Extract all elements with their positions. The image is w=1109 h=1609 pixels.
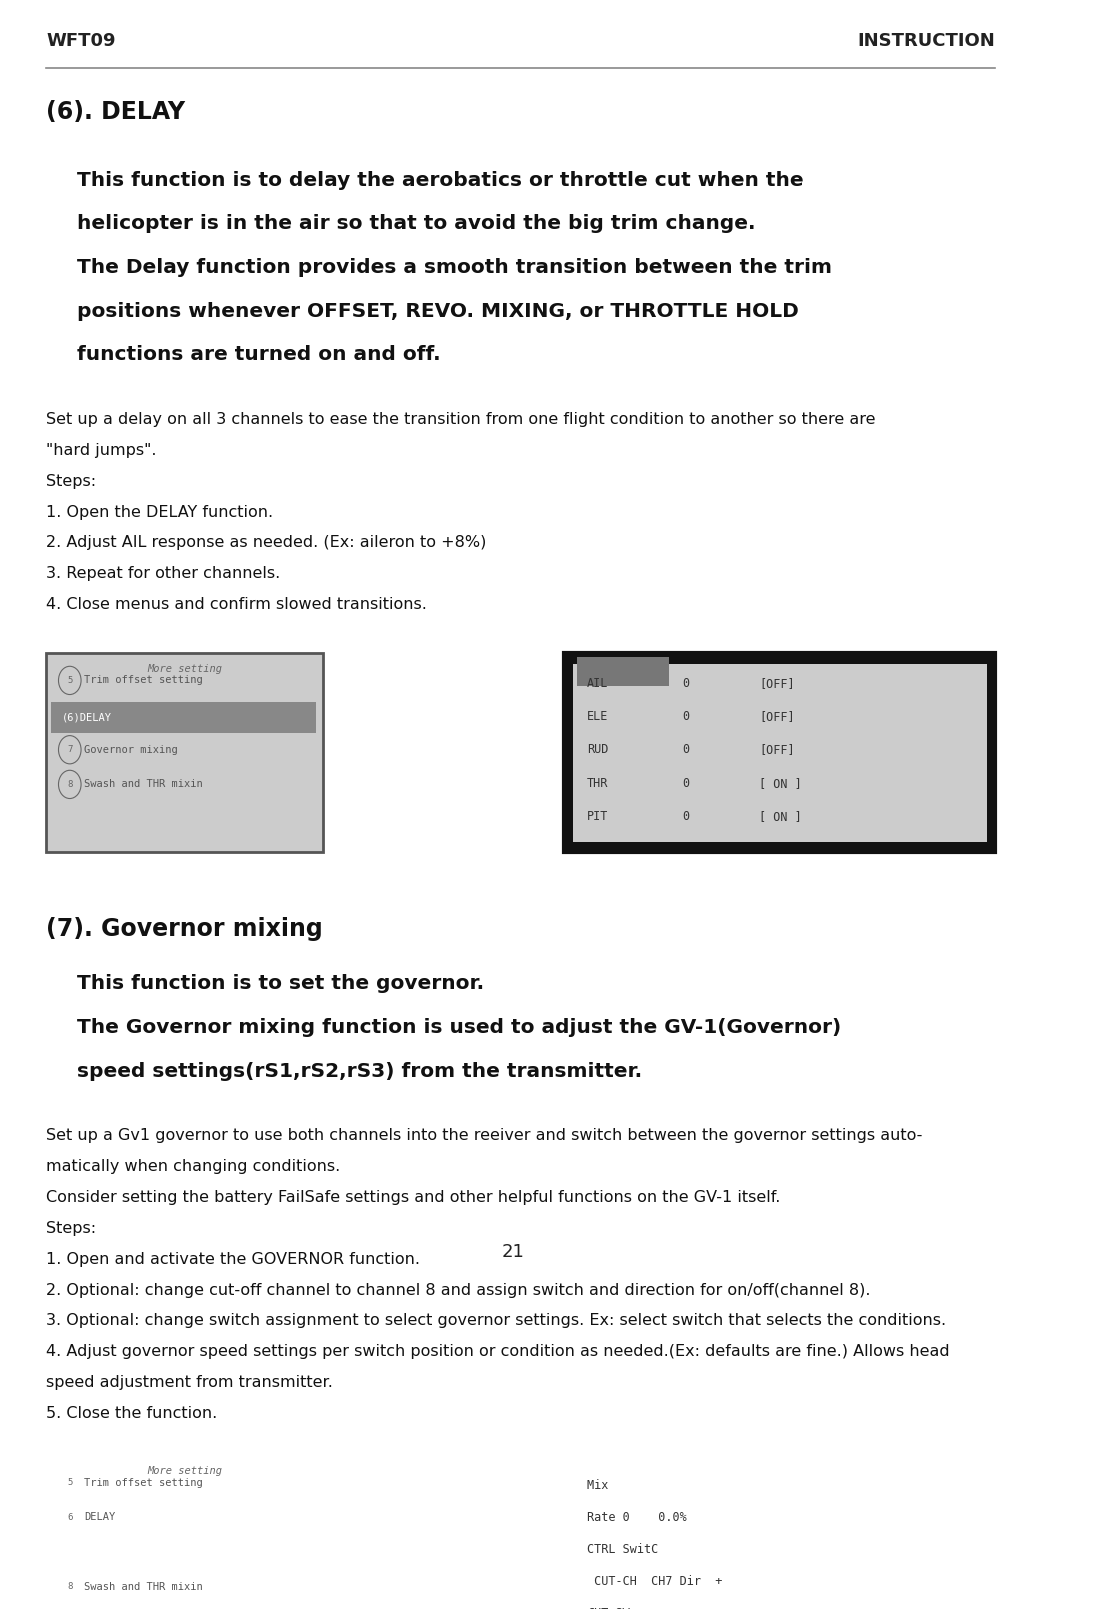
Text: Trim offset setting: Trim offset setting bbox=[84, 676, 203, 685]
Text: OFF: OFF bbox=[679, 1479, 700, 1492]
Text: functions are turned on and off.: functions are turned on and off. bbox=[77, 346, 440, 364]
Text: Steps:: Steps: bbox=[47, 1221, 96, 1236]
Text: 3. Optional: change switch assignment to select governor settings. Ex: select sw: 3. Optional: change switch assignment to… bbox=[47, 1313, 946, 1329]
FancyBboxPatch shape bbox=[564, 1456, 996, 1609]
Text: (7). Governor mixing: (7). Governor mixing bbox=[47, 917, 323, 941]
Text: Trim offset setting: Trim offset setting bbox=[84, 1477, 203, 1488]
Text: More setting: More setting bbox=[147, 1466, 222, 1475]
Text: PIT: PIT bbox=[587, 809, 609, 824]
FancyBboxPatch shape bbox=[564, 653, 996, 853]
Text: 7: 7 bbox=[67, 745, 72, 755]
Text: Set up a delay on all 3 channels to ease the transition from one flight conditio: Set up a delay on all 3 channels to ease… bbox=[47, 412, 876, 426]
Text: ELE: ELE bbox=[587, 710, 609, 722]
Text: 0: 0 bbox=[682, 710, 690, 722]
Text: Set up a Gv1 governor to use both channels into the reeiver and switch between t: Set up a Gv1 governor to use both channe… bbox=[47, 1128, 923, 1144]
Text: 4. Adjust governor speed settings per switch position or condition as needed.(Ex: 4. Adjust governor speed settings per sw… bbox=[47, 1344, 949, 1360]
Text: 0: 0 bbox=[682, 676, 690, 690]
Text: (6)DELAY: (6)DELAY bbox=[62, 713, 112, 722]
Text: 5: 5 bbox=[67, 676, 72, 685]
Text: THR: THR bbox=[587, 777, 609, 790]
FancyBboxPatch shape bbox=[572, 1466, 987, 1609]
Text: AIL: AIL bbox=[587, 676, 609, 690]
Text: RUD: RUD bbox=[587, 743, 609, 756]
FancyBboxPatch shape bbox=[47, 653, 323, 853]
Text: 1. Open the DELAY function.: 1. Open the DELAY function. bbox=[47, 505, 273, 520]
Text: Steps:: Steps: bbox=[47, 473, 96, 489]
Text: [ ON ]: [ ON ] bbox=[760, 777, 802, 790]
Text: (6). DELAY: (6). DELAY bbox=[47, 100, 185, 124]
Text: speed adjustment from transmitter.: speed adjustment from transmitter. bbox=[47, 1376, 333, 1390]
Text: Governor mixing: Governor mixing bbox=[84, 745, 177, 755]
Text: More setting: More setting bbox=[147, 665, 222, 674]
Text: speed settings(rS1,rS2,rS3) from the transmitter.: speed settings(rS1,rS2,rS3) from the tra… bbox=[77, 1062, 642, 1081]
Text: 2. Adjust AIL response as needed. (Ex: aileron to +8%): 2. Adjust AIL response as needed. (Ex: a… bbox=[47, 536, 487, 550]
Text: This function is to set the governor.: This function is to set the governor. bbox=[77, 975, 485, 993]
Text: CTRL SwitC: CTRL SwitC bbox=[587, 1543, 659, 1556]
Text: [ ON ]: [ ON ] bbox=[760, 809, 802, 824]
Text: [OFF]: [OFF] bbox=[760, 710, 795, 722]
Text: 5: 5 bbox=[67, 1479, 72, 1487]
Text: Mix: Mix bbox=[587, 1479, 615, 1492]
FancyBboxPatch shape bbox=[572, 665, 987, 842]
FancyBboxPatch shape bbox=[47, 1456, 323, 1609]
Text: matically when changing conditions.: matically when changing conditions. bbox=[47, 1158, 340, 1175]
Text: [OFF]: [OFF] bbox=[760, 743, 795, 756]
Text: Swash and THR mixin: Swash and THR mixin bbox=[84, 1582, 203, 1591]
Text: positions whenever OFFSET, REVO. MIXING, or THROTTLE HOLD: positions whenever OFFSET, REVO. MIXING,… bbox=[77, 302, 798, 320]
Text: 0: 0 bbox=[682, 777, 690, 790]
Text: 5. Close the function.: 5. Close the function. bbox=[47, 1406, 217, 1421]
Text: 21: 21 bbox=[501, 1242, 525, 1261]
FancyBboxPatch shape bbox=[51, 702, 316, 734]
Text: WFT09: WFT09 bbox=[47, 32, 115, 50]
FancyBboxPatch shape bbox=[51, 1540, 316, 1570]
Text: 1. Open and activate the GOVERNOR function.: 1. Open and activate the GOVERNOR functi… bbox=[47, 1252, 420, 1266]
Text: Rate 0    0.0%: Rate 0 0.0% bbox=[587, 1511, 686, 1524]
Text: 8: 8 bbox=[67, 780, 72, 788]
Text: Consider setting the battery FailSafe settings and other helpful functions on th: Consider setting the battery FailSafe se… bbox=[47, 1191, 781, 1205]
Text: 2. Optional: change cut-off channel to channel 8 and assign switch and direction: 2. Optional: change cut-off channel to c… bbox=[47, 1282, 871, 1297]
Text: CUT-CH  CH7 Dir  +: CUT-CH CH7 Dir + bbox=[587, 1575, 722, 1588]
FancyBboxPatch shape bbox=[652, 1463, 729, 1487]
Text: INSTRUCTION: INSTRUCTION bbox=[857, 32, 996, 50]
FancyBboxPatch shape bbox=[577, 658, 669, 685]
Text: Swash and THR mixin: Swash and THR mixin bbox=[84, 779, 203, 790]
Text: 4. Close menus and confirm slowed transitions.: 4. Close menus and confirm slowed transi… bbox=[47, 597, 427, 611]
Text: DELAY: DELAY bbox=[84, 1512, 115, 1522]
Text: "hard jumps".: "hard jumps". bbox=[47, 442, 156, 459]
Text: This function is to delay the aerobatics or throttle cut when the: This function is to delay the aerobatics… bbox=[77, 171, 804, 190]
Text: CUT-SW: CUT-SW bbox=[587, 1607, 630, 1609]
Text: [OFF]: [OFF] bbox=[760, 676, 795, 690]
Text: 8: 8 bbox=[67, 1582, 72, 1591]
Text: The Governor mixing function is used to adjust the GV-1(Governor): The Governor mixing function is used to … bbox=[77, 1018, 842, 1038]
Text: 6: 6 bbox=[67, 1512, 72, 1522]
Text: 3. Repeat for other channels.: 3. Repeat for other channels. bbox=[47, 566, 281, 581]
Text: (7)Governor mixing: (7)Governor mixing bbox=[62, 1549, 174, 1559]
Text: helicopter is in the air so that to avoid the big trim change.: helicopter is in the air so that to avoi… bbox=[77, 214, 755, 233]
Text: 0: 0 bbox=[682, 743, 690, 756]
Text: The Delay function provides a smooth transition between the trim: The Delay function provides a smooth tra… bbox=[77, 257, 832, 277]
Text: 0: 0 bbox=[682, 809, 690, 824]
